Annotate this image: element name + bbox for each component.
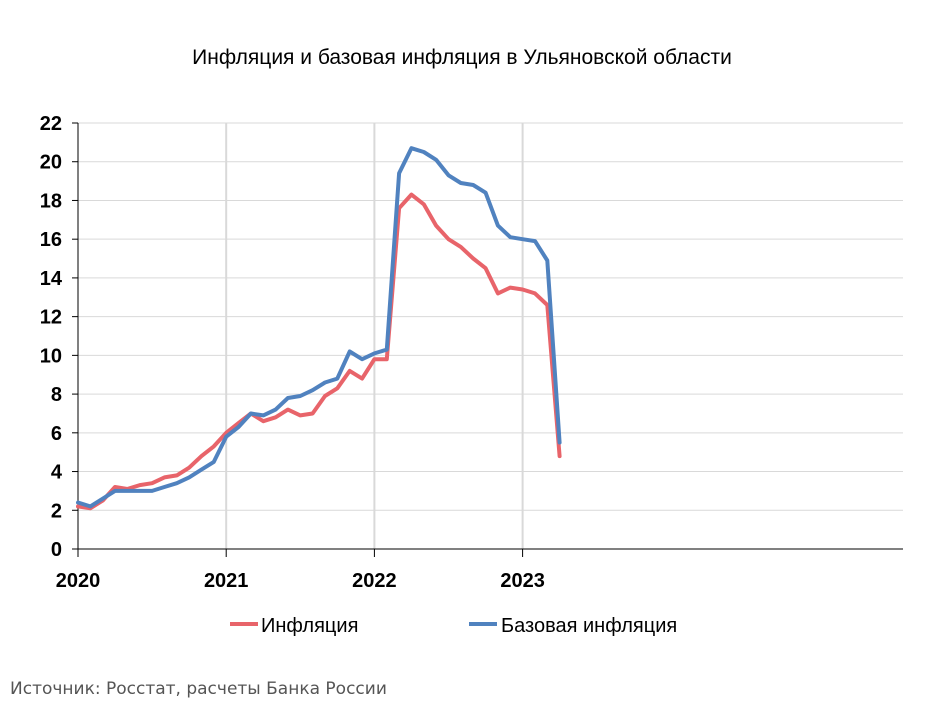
legend: Инфляция Базовая инфляция xyxy=(230,615,677,637)
x-tick-label: 2023 xyxy=(500,570,545,592)
y-tick-label: 20 xyxy=(40,152,62,174)
y-tick-label: 8 xyxy=(51,384,62,406)
x-tick-labels: 2020 2021 2022 2023 xyxy=(56,570,545,592)
y-tick-label: 4 xyxy=(51,462,63,484)
grid xyxy=(78,122,903,549)
legend-label-core: Базовая инфляция xyxy=(501,615,677,637)
series-line-core xyxy=(76,146,562,509)
chart-title: Инфляция и базовая инфляция в Ульяновско… xyxy=(192,46,732,69)
y-tick-label: 0 xyxy=(51,539,62,561)
x-tick-label: 2022 xyxy=(352,570,397,592)
y-tick-labels: 0 2 4 6 8 10 12 14 16 18 20 22 xyxy=(40,113,63,561)
x-tick-label: 2021 xyxy=(204,570,249,592)
y-tick-label: 22 xyxy=(40,113,62,135)
y-tick-label: 12 xyxy=(40,307,62,329)
legend-label-inflation: Инфляция xyxy=(261,615,358,637)
series xyxy=(76,146,562,511)
source-note: Источник: Росстат, расчеты Банка России xyxy=(10,679,387,699)
axes xyxy=(72,122,903,557)
y-tick-label: 6 xyxy=(51,423,62,445)
y-tick-label: 18 xyxy=(40,190,62,212)
y-tick-label: 14 xyxy=(40,268,63,290)
y-tick-label: 2 xyxy=(51,500,62,522)
x-tick-label: 2020 xyxy=(56,570,101,592)
y-tick-label: 16 xyxy=(40,229,62,251)
y-tick-label: 10 xyxy=(40,345,62,367)
chart: Инфляция и базовая инфляция в Ульяновско… xyxy=(40,46,903,637)
series-line-inflation xyxy=(76,192,562,511)
